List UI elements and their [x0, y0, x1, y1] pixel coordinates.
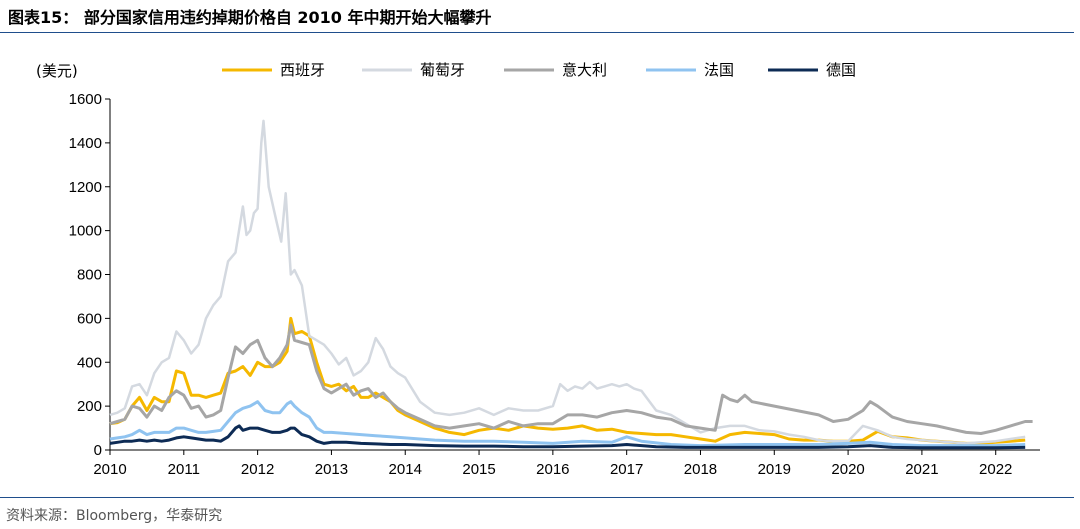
series-lines: [109, 119, 1033, 450]
y-axis-unit-label: (美元): [36, 62, 78, 80]
series-line-3: [109, 323, 1033, 435]
legend-label-2: 葡萄牙: [420, 61, 465, 79]
y-tick-label: 0: [94, 442, 102, 459]
x-tick-label: 2015: [462, 461, 495, 478]
x-tick-label: 2018: [684, 461, 717, 478]
x-tick-label: 2022: [979, 461, 1012, 478]
series-line-4: [109, 400, 1026, 448]
series-line-2: [109, 119, 1026, 445]
x-tick-label: 2021: [905, 461, 938, 478]
y-tick-label: 1400: [69, 135, 102, 152]
x-tick-label: 2012: [241, 461, 274, 478]
x-tick-label: 2020: [831, 461, 864, 478]
legend: 西班牙 葡萄牙 意大利 法国 德国: [222, 61, 856, 79]
y-tick-label: 1000: [69, 223, 102, 240]
axes: 0 200 400 600 800 1000 1200 1400 1600 2010 2011 201…: [36, 62, 1040, 478]
x-tick-label: 2010: [93, 461, 126, 478]
series-line-1: [109, 316, 1026, 445]
legend-label-4: 法国: [704, 61, 734, 79]
legend-label-5: 德国: [826, 61, 856, 79]
top-rule: [0, 32, 1074, 33]
x-tick-label: 2019: [758, 461, 791, 478]
legend-label-3: 意大利: [562, 61, 607, 79]
y-tick-label: 1600: [69, 91, 102, 108]
y-tick-label: 1200: [69, 179, 102, 196]
x-tick-label: 2014: [389, 461, 422, 478]
y-tick-label: 600: [77, 310, 102, 327]
x-tick-label: 2016: [536, 461, 569, 478]
bottom-rule: [0, 497, 1074, 498]
x-tick-label: 2013: [315, 461, 348, 478]
x-tick-label: 2011: [168, 461, 200, 478]
legend-label-1: 西班牙: [280, 61, 325, 79]
y-tick-label: 800: [77, 267, 102, 284]
chart-title: 图表15： 部分国家信用违约掉期价格自 2010 年中期开始大幅攀升: [8, 8, 492, 27]
y-tick-label: 200: [77, 398, 102, 415]
y-tick-label: 400: [77, 354, 102, 371]
source-note: 资料来源：Bloomberg，华泰研究: [6, 508, 223, 524]
x-tick-label: 2017: [610, 461, 643, 478]
series-line-5: [109, 424, 1026, 450]
